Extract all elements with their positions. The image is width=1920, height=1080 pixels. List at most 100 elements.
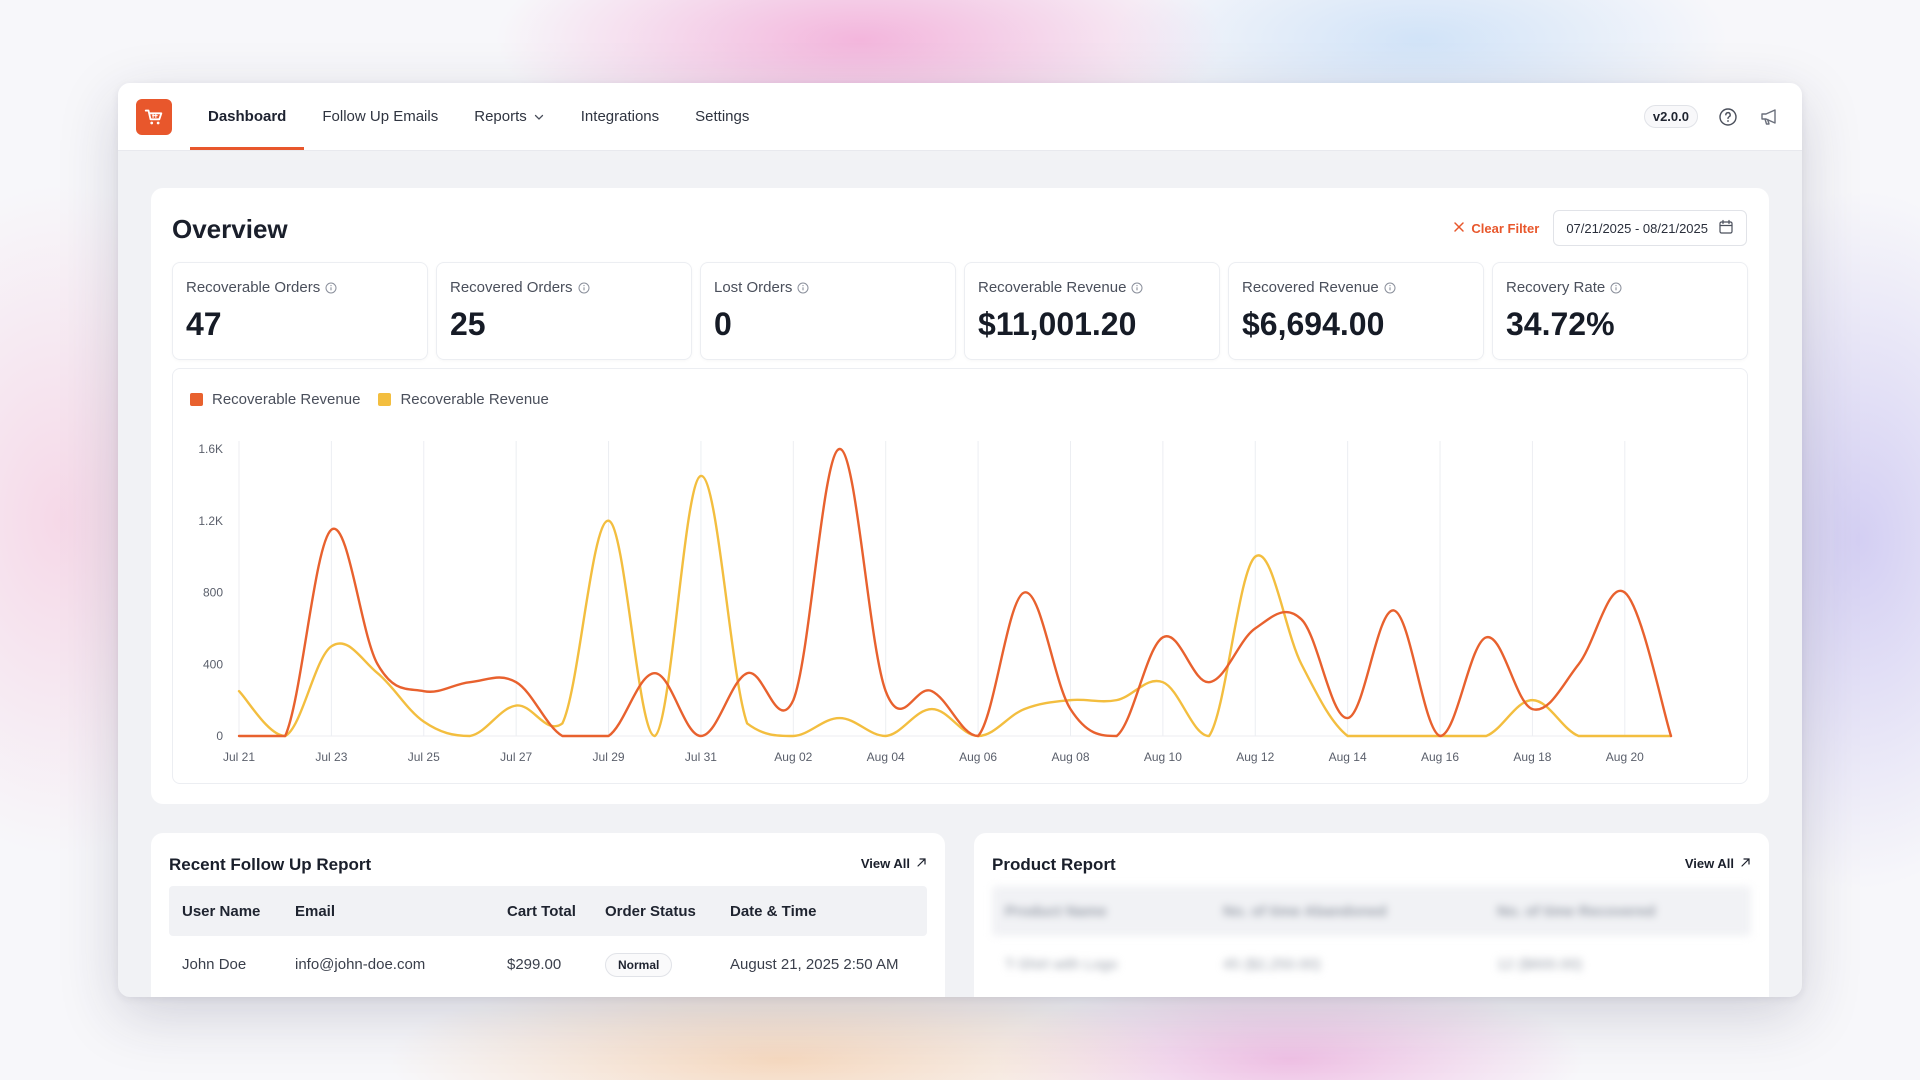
product-report-panel: Product Report View All Product Name No.… bbox=[974, 833, 1769, 997]
date-range-value: 07/21/2025 - 08/21/2025 bbox=[1566, 220, 1708, 236]
status-badge: Normal bbox=[605, 952, 673, 977]
panel-title: Product Report bbox=[992, 855, 1116, 874]
stats-row: Recoverable Orders 47 Recovered Orders 2… bbox=[172, 262, 1748, 360]
page-title: Overview bbox=[172, 214, 288, 244]
x-tick-label: Aug 20 bbox=[1606, 750, 1644, 764]
overview-card: Overview Clear Filter 07/21/2025 - 08/21… bbox=[151, 188, 1769, 804]
series-line-0 bbox=[237, 447, 1673, 738]
info-icon[interactable] bbox=[578, 282, 590, 294]
date-range-picker[interactable]: 07/21/2025 - 08/21/2025 bbox=[1553, 210, 1747, 246]
clear-filter-button[interactable]: Clear Filter bbox=[1453, 221, 1539, 236]
x-tick-label: Jul 25 bbox=[408, 750, 440, 764]
x-tick-label: Jul 29 bbox=[593, 750, 625, 764]
cell-recovered: 12 ($600.00) bbox=[1497, 955, 1583, 973]
stat-label: Recoverable Orders bbox=[186, 279, 321, 296]
nav-settings[interactable]: Settings bbox=[677, 83, 767, 150]
cell-cart-total: $299.00 bbox=[507, 955, 562, 973]
x-tick-label: Jul 27 bbox=[500, 750, 532, 764]
table-row: T-Shirt with Logo 45 ($2,250.00) 12 ($60… bbox=[992, 936, 1751, 992]
version-badge: v2.0.0 bbox=[1643, 105, 1698, 128]
shopping-cart-icon[interactable] bbox=[136, 99, 172, 135]
stat-value: $11,001.20 bbox=[978, 306, 1137, 342]
stat-label: Recovered Revenue bbox=[1242, 279, 1379, 296]
legend-label: Recoverable Revenue bbox=[212, 391, 361, 408]
chevron-down-icon bbox=[533, 111, 545, 123]
legend-item[interactable]: Recoverable Revenue bbox=[190, 391, 360, 408]
x-tick-label: Jul 21 bbox=[223, 750, 255, 764]
y-tick-label: 1.2K bbox=[198, 514, 223, 528]
stat-value: 25 bbox=[450, 306, 486, 342]
x-tick-label: Aug 14 bbox=[1329, 750, 1367, 764]
info-icon[interactable] bbox=[1384, 282, 1396, 294]
y-tick-label: 0 bbox=[216, 729, 223, 743]
nav-integrations[interactable]: Integrations bbox=[563, 83, 677, 150]
x-tick-label: Aug 12 bbox=[1236, 750, 1274, 764]
stat-card-recovered-revenue: Recovered Revenue $6,694.00 bbox=[1228, 262, 1484, 360]
y-tick-label: 1.6K bbox=[198, 442, 223, 456]
legend-item[interactable]: Recoverable Revenue bbox=[378, 391, 549, 408]
cell-product-name: T-Shirt with Logo bbox=[1005, 955, 1118, 973]
calendar-icon bbox=[1718, 219, 1734, 238]
table-row[interactable]: John Doe info@john-doe.com $299.00 Norma… bbox=[169, 936, 927, 992]
x-tick-label: Aug 06 bbox=[959, 750, 997, 764]
panel-title: Recent Follow Up Report bbox=[169, 855, 372, 874]
x-tick-label: Aug 02 bbox=[774, 750, 812, 764]
topbar-actions: v2.0.0 bbox=[1643, 83, 1802, 150]
legend-swatch bbox=[378, 393, 392, 406]
stat-label: Lost Orders bbox=[714, 279, 793, 296]
column-header[interactable]: Cart Total bbox=[507, 902, 576, 920]
info-icon[interactable] bbox=[797, 282, 809, 294]
help-icon[interactable] bbox=[1716, 105, 1740, 129]
view-all-label: View All bbox=[1684, 856, 1734, 871]
nav-label: Reports bbox=[474, 108, 527, 125]
close-icon bbox=[1453, 221, 1465, 236]
legend-swatch bbox=[190, 393, 203, 406]
cell-email: info@john-doe.com bbox=[295, 955, 426, 973]
view-all-label: View All bbox=[860, 856, 910, 871]
x-tick-label: Aug 16 bbox=[1421, 750, 1459, 764]
view-all-link[interactable]: View All bbox=[861, 856, 927, 871]
filter-controls: Clear Filter 07/21/2025 - 08/21/2025 bbox=[1453, 210, 1747, 246]
column-header: No. of time Recovered bbox=[1497, 902, 1656, 920]
nav-reports[interactable]: Reports bbox=[456, 83, 563, 150]
stat-card-recovery-rate: Recovery Rate 34.72% bbox=[1492, 262, 1748, 360]
cell-order-status: Normal bbox=[592, 952, 717, 977]
revenue-chart-card: Recoverable Revenue Recoverable Revenue … bbox=[172, 368, 1748, 784]
x-tick-label: Jul 23 bbox=[315, 750, 347, 764]
column-header[interactable]: Order Status bbox=[605, 902, 696, 920]
column-header[interactable]: Email bbox=[295, 902, 336, 920]
nav-label: Dashboard bbox=[208, 108, 287, 125]
view-all-link[interactable]: View All bbox=[1685, 856, 1751, 871]
stat-card-recoverable-revenue: Recoverable Revenue $11,001.20 bbox=[964, 262, 1220, 360]
column-header[interactable]: Date & Time bbox=[730, 902, 817, 920]
info-icon[interactable] bbox=[1610, 282, 1622, 294]
y-tick-label: 800 bbox=[203, 586, 223, 600]
app-window: Dashboard Follow Up Emails Reports Integ… bbox=[118, 83, 1802, 997]
product-table: Product Name No. of time Abandoned No. o… bbox=[992, 886, 1751, 992]
x-tick-label: Aug 04 bbox=[867, 750, 905, 764]
stat-value: 47 bbox=[186, 306, 222, 342]
revenue-line-chart: Jul 21 Jul 23 Jul 25 Jul 27 Jul 29 Jul 31 Aug … bbox=[198, 441, 1673, 764]
cell-date-time: August 21, 2025 2:50 AM bbox=[730, 955, 899, 973]
nav-follow-up-emails[interactable]: Follow Up Emails bbox=[304, 83, 456, 150]
cell-abandoned: 45 ($2,250.00) bbox=[1223, 955, 1321, 973]
arrow-up-right-icon bbox=[1740, 856, 1751, 871]
info-icon[interactable] bbox=[325, 282, 337, 294]
recent-follow-up-report-panel: Recent Follow Up Report View All User Na… bbox=[151, 833, 945, 997]
series-line-1 bbox=[237, 474, 1673, 738]
x-tick-label: Aug 10 bbox=[1144, 750, 1182, 764]
legend-label: Recoverable Revenue bbox=[400, 391, 549, 408]
stat-label: Recovery Rate bbox=[1506, 279, 1606, 296]
stat-label: Recovered Orders bbox=[450, 279, 573, 296]
nav-dashboard[interactable]: Dashboard bbox=[190, 83, 305, 150]
recent-table: User Name Email Cart Total Order Status … bbox=[169, 886, 927, 992]
top-navbar: Dashboard Follow Up Emails Reports Integ… bbox=[118, 83, 1802, 151]
stat-value: $6,694.00 bbox=[1242, 306, 1385, 342]
stat-value: 0 bbox=[714, 306, 732, 342]
megaphone-icon[interactable] bbox=[1758, 105, 1782, 129]
column-header[interactable]: User Name bbox=[182, 902, 261, 920]
nav-label: Settings bbox=[695, 108, 750, 125]
column-header: No. of time Abandoned bbox=[1223, 902, 1387, 920]
info-icon[interactable] bbox=[1131, 282, 1143, 294]
stat-label: Recoverable Revenue bbox=[978, 279, 1127, 296]
